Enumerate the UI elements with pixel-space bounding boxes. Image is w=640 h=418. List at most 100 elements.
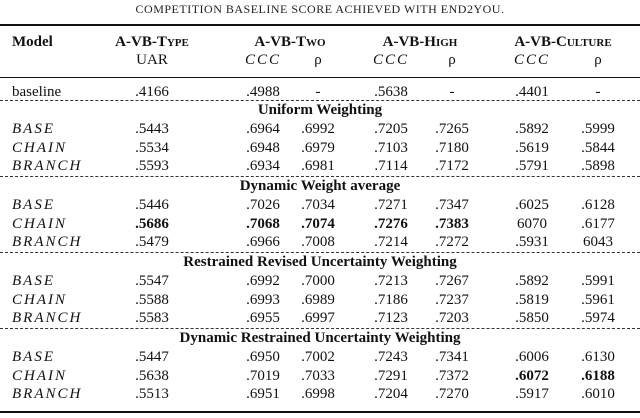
table-cell: .7186	[374, 291, 408, 308]
table-cell: .6966	[246, 234, 280, 250]
table-cell: .6950	[246, 349, 280, 365]
table-cell: -	[595, 84, 601, 100]
table-cell: .5850	[515, 310, 549, 326]
table-cell: .5892	[515, 121, 549, 137]
table-row: BRANCH .5583 .6955 .6997 .7123 .7203 .5850 .597…	[0, 309, 640, 327]
table-cell: .7019	[246, 367, 280, 384]
table-cell: .5961	[581, 291, 615, 308]
table-cell: .6992	[301, 121, 335, 137]
row-label: BASE	[12, 121, 55, 137]
table-cell: .6951	[246, 386, 280, 402]
table-cell: .5588	[135, 291, 169, 308]
metric-header: ρ	[314, 52, 322, 68]
table-cell: .7341	[435, 349, 469, 365]
table-cell: .7034	[301, 197, 335, 213]
table-row: BASE .5547 .6992 .7000 .7213 .7267 .5892 .5991	[0, 272, 640, 290]
row-label: BRANCH	[12, 234, 83, 250]
table-cell: .5638	[135, 367, 169, 384]
table-caption: COMPETITION BASELINE SCORE ACHIEVED WITH…	[135, 2, 505, 16]
section-title: Uniform Weighting	[257, 102, 383, 118]
table-cell: .7372	[435, 367, 469, 384]
metric-header: ρ	[448, 52, 456, 68]
task-header: A-VB-Two	[254, 34, 326, 50]
table-cell: .5443	[135, 121, 169, 137]
table-row: CHAIN .5588 .6993 .6989 .7186 .7237 .5819 .5961	[0, 291, 640, 309]
task-header: A-VB-High	[382, 34, 458, 50]
row-label: BRANCH	[12, 310, 83, 326]
table-cell: .6979	[301, 139, 335, 156]
top-rule	[0, 24, 640, 26]
table-cell: .4166	[135, 84, 169, 100]
table-cell: .6006	[515, 349, 549, 365]
table-cell: .5931	[515, 234, 549, 250]
table-cell: .6964	[246, 121, 280, 137]
table-cell: .6130	[581, 349, 615, 365]
table-cell: .5447	[135, 349, 169, 365]
header-rule	[0, 77, 640, 78]
table-cell: .5547	[135, 273, 169, 289]
table-cell: .7002	[301, 349, 335, 365]
table-cell: .5917	[515, 386, 549, 402]
section-divider	[0, 252, 640, 253]
table-cell: .5898	[581, 158, 615, 174]
metric-header: UAR	[136, 52, 168, 68]
row-label: BASE	[12, 273, 55, 289]
table-cell: .6989	[301, 291, 335, 308]
metric-header: CCC	[513, 52, 551, 68]
table-cell: .5974	[581, 310, 615, 326]
table-cell: .6934	[246, 158, 280, 174]
table-cell: .6072	[515, 367, 549, 384]
table-cell: .7203	[435, 310, 469, 326]
table-row: BRANCH .5479 .6966 .7008 .7214 .7272 .5931 6043	[0, 233, 640, 251]
table-row: CHAIN .5686 .7068 .7074 .7276 .7383 6070 .6177	[0, 215, 640, 233]
table-cell: .5791	[515, 158, 549, 174]
table-row: CHAIN .5534 .6948 .6979 .7103 .7180 .5619 .5844	[0, 139, 640, 157]
row-label: CHAIN	[12, 291, 67, 308]
baseline-row: baseline .4166 .4988 - .5638 - .4401 -	[0, 83, 640, 101]
table-cell: .7205	[374, 121, 408, 137]
table-cell: .5513	[135, 386, 169, 402]
row-label: BRANCH	[12, 158, 83, 174]
table-cell: .7214	[374, 234, 408, 250]
metric-header: CCC	[244, 52, 282, 68]
bottom-rule	[0, 411, 640, 413]
metric-header: CCC	[372, 52, 410, 68]
table-cell: 6070	[517, 215, 547, 232]
table-cell: 6043	[583, 234, 613, 250]
table-cell: .7213	[374, 273, 408, 289]
table-cell: .5446	[135, 197, 169, 213]
row-label: BASE	[12, 349, 55, 365]
table-cell: .5593	[135, 158, 169, 174]
table-cell: .7074	[301, 215, 335, 232]
table-cell: .7008	[301, 234, 335, 250]
table-cell: .6010	[581, 386, 615, 402]
table-row: BASE .5447 .6950 .7002 .7243 .7341 .6006 .6130	[0, 348, 640, 366]
table-cell: .6177	[581, 215, 615, 232]
row-label: CHAIN	[12, 367, 67, 384]
table-cell: .7172	[435, 158, 469, 174]
table-cell: .5479	[135, 234, 169, 250]
table-cell: .7383	[435, 215, 469, 232]
table-cell: .7114	[374, 158, 408, 174]
section-title: Restrained Revised Uncertainty Weighting	[183, 254, 457, 270]
table-cell: .5583	[135, 310, 169, 326]
table-row: BRANCH .5593 .6934 .6981 .7114 .7172 .5791 .589…	[0, 157, 640, 175]
section-divider	[0, 100, 640, 101]
table-cell: .4401	[515, 84, 549, 100]
table-cell: .5892	[515, 273, 549, 289]
table-row: BASE .5446 .7026 .7034 .7271 .7347 .6025 .6128	[0, 196, 640, 214]
table-cell: .6997	[301, 310, 335, 326]
section-title: Dynamic Weight average	[239, 178, 401, 194]
table-cell: .7270	[435, 386, 469, 402]
metric-header: ρ	[594, 52, 602, 68]
table-cell: .7103	[374, 139, 408, 156]
table-cell: .6948	[246, 139, 280, 156]
table-cell: .7180	[435, 139, 469, 156]
table-cell: .6955	[246, 310, 280, 326]
row-label: BRANCH	[12, 386, 83, 402]
task-header: A-VB-Type	[115, 34, 189, 50]
table-cell: .5819	[515, 291, 549, 308]
table-cell: .7033	[301, 367, 335, 384]
row-label: baseline	[12, 84, 62, 100]
table-cell: -	[449, 84, 455, 100]
